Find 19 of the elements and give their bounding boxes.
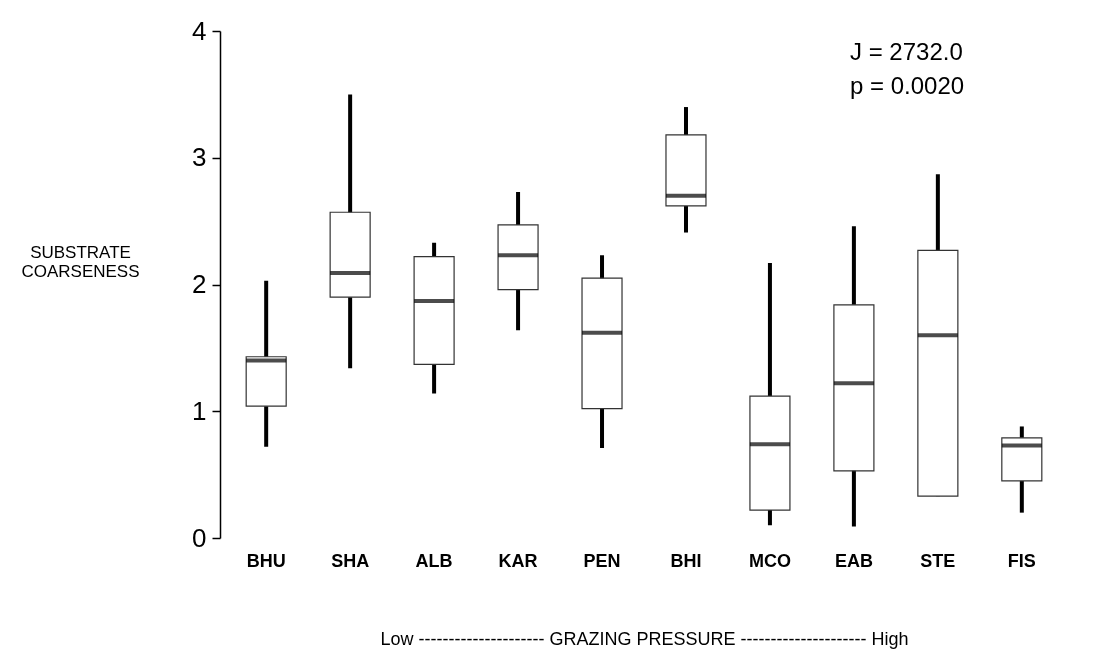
y-axis-title: SUBSTRATE COARSENESS bbox=[21, 242, 140, 281]
y-tick-label: 0 bbox=[192, 522, 207, 553]
annotation: J = 2732.0 bbox=[850, 38, 963, 65]
x-tick-label: PEN bbox=[583, 550, 621, 571]
x-axis-title: Low --------------------- GRAZING PRESSURE --------------------- High bbox=[380, 628, 909, 649]
x-tick-label: SHA bbox=[331, 550, 370, 571]
x-tick-label: MCO bbox=[748, 550, 791, 571]
annotation: p = 0.0020 bbox=[850, 72, 965, 99]
x-tick-label: STE bbox=[920, 550, 956, 571]
x-tick-label: KAR bbox=[498, 550, 538, 571]
y-tick-label: 3 bbox=[192, 142, 207, 173]
y-tick-label: 4 bbox=[192, 15, 207, 46]
y-tick-label: 1 bbox=[192, 395, 207, 426]
x-tick-label: BHI bbox=[670, 550, 702, 571]
x-tick-label: EAB bbox=[834, 550, 873, 571]
x-tick-label: ALB bbox=[415, 550, 453, 571]
x-tick-label: BHU bbox=[246, 550, 286, 571]
y-tick-label: 2 bbox=[192, 269, 207, 299]
x-tick-label: FIS bbox=[1007, 550, 1036, 571]
